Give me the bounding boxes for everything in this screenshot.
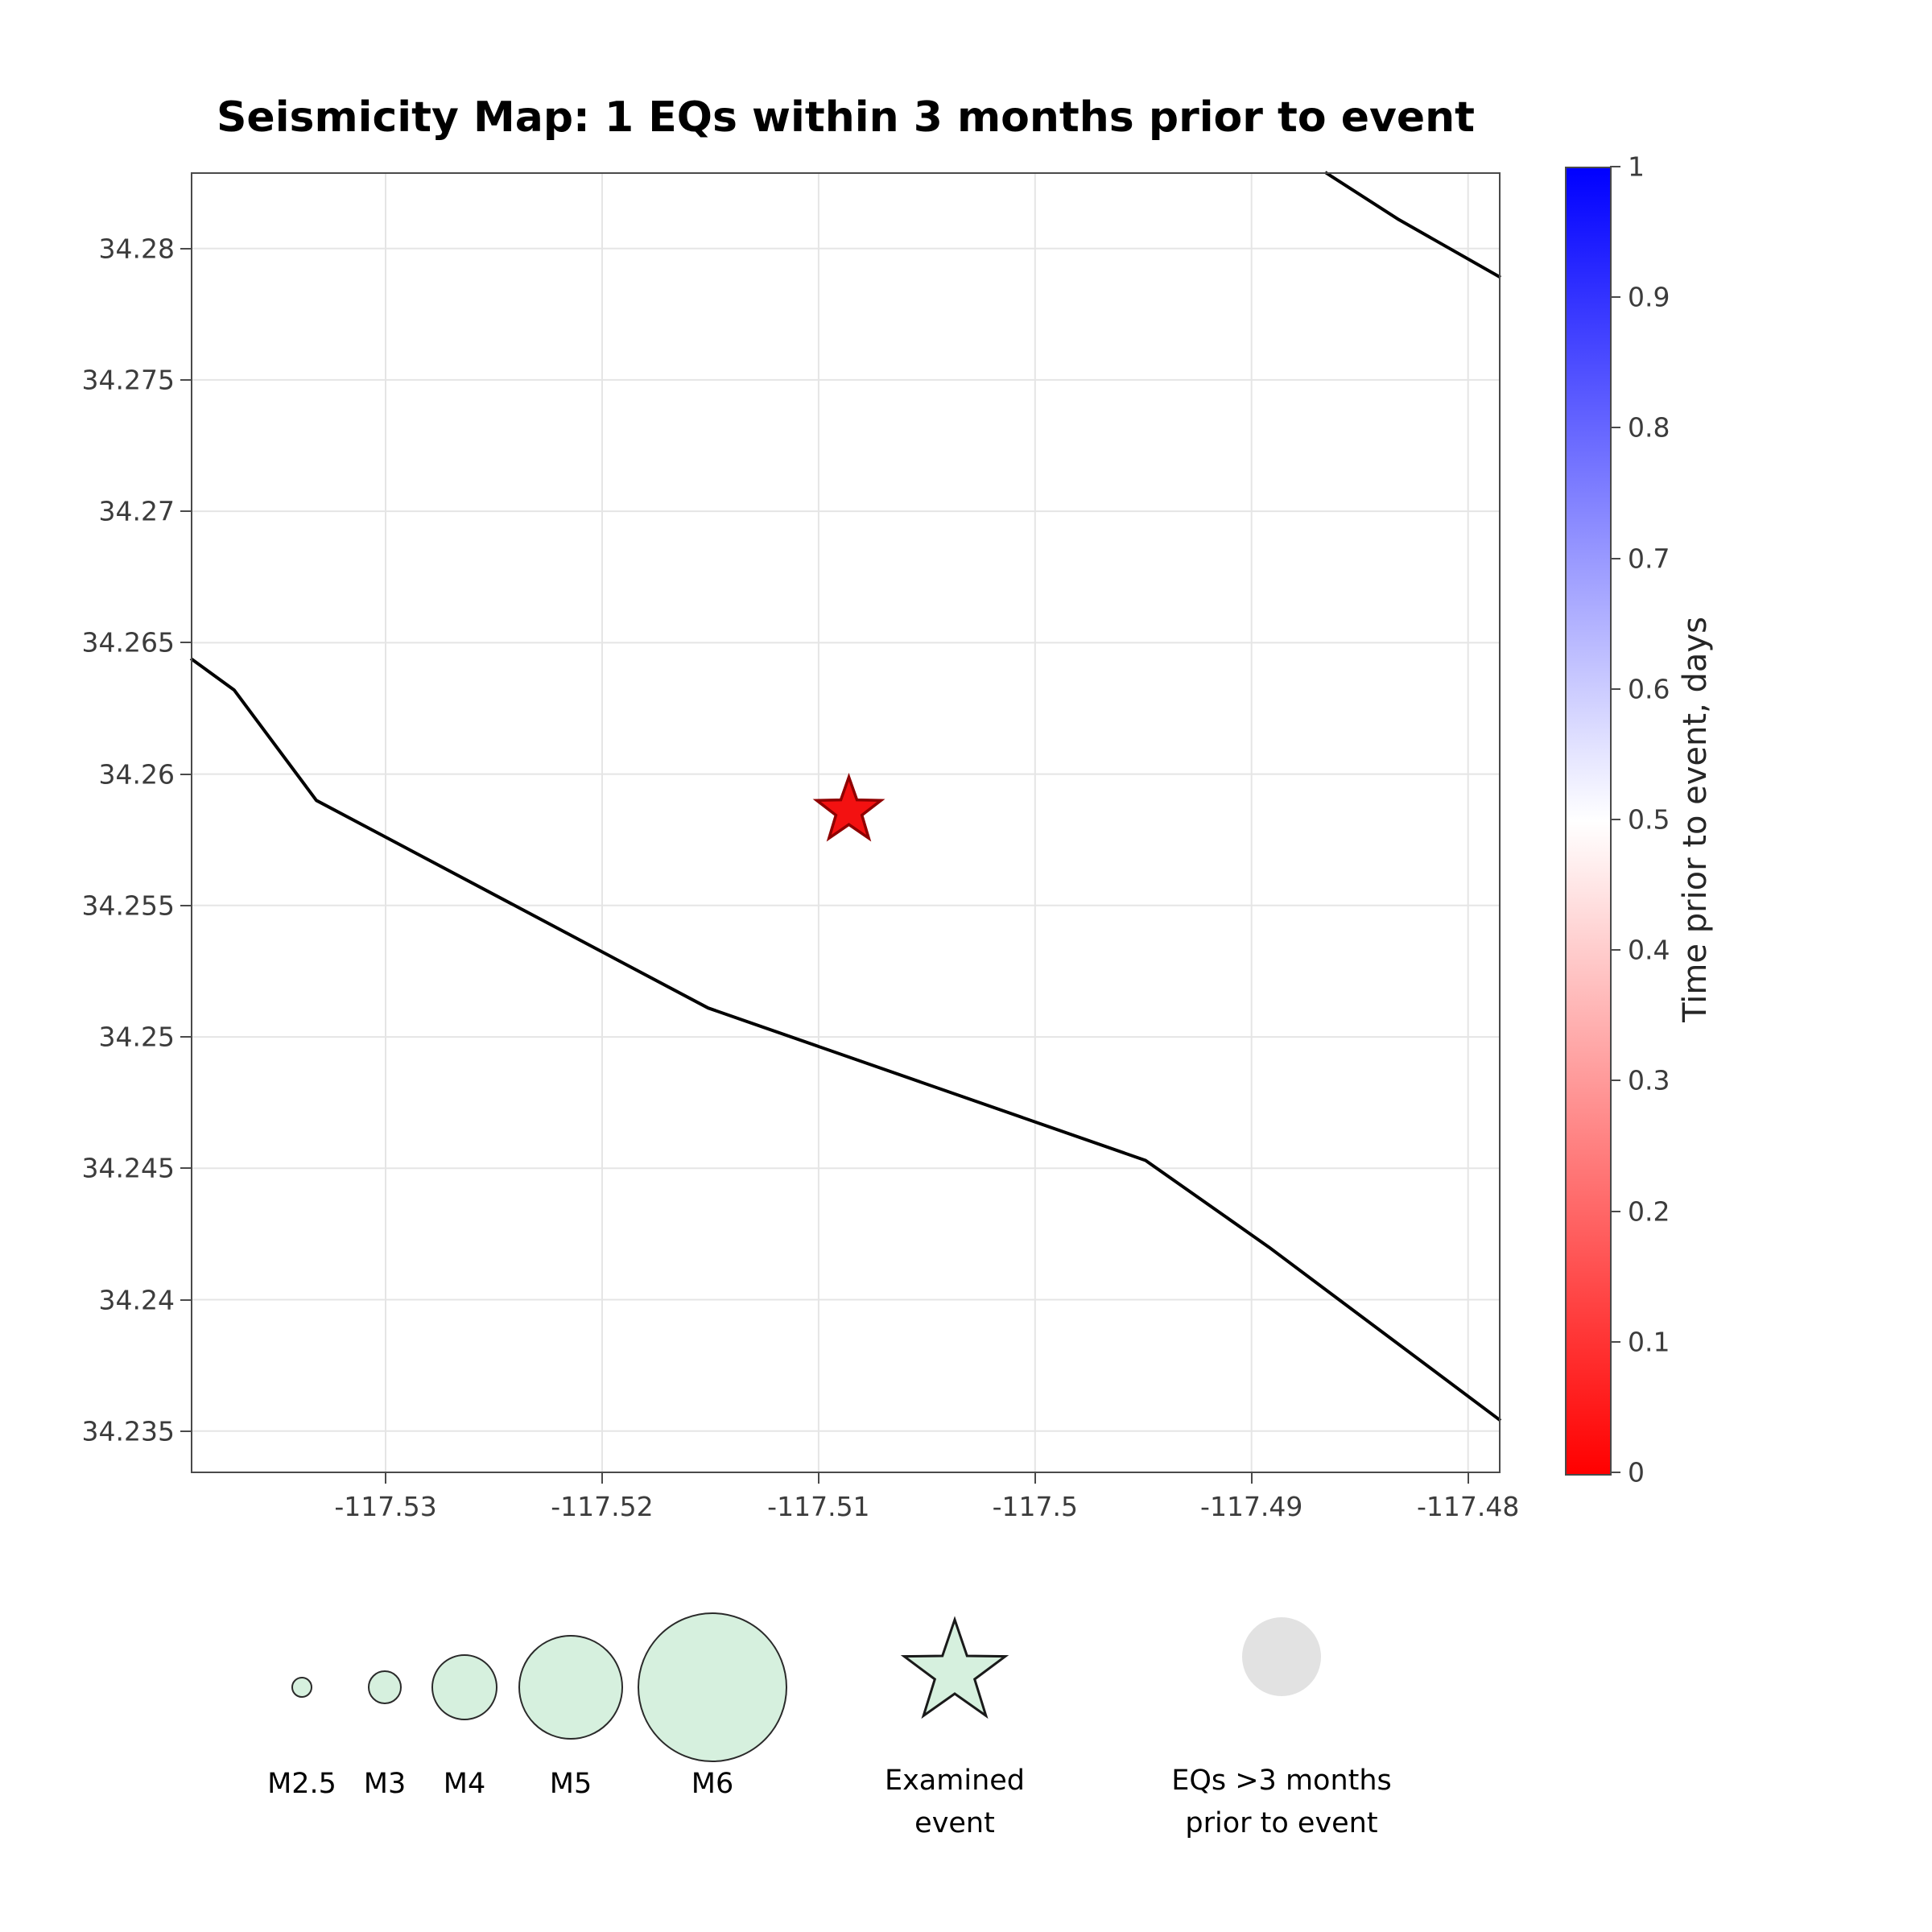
colorbar-tick-label: 0.2 [1628, 1195, 1670, 1228]
y-tick-mark [180, 773, 191, 775]
y-tick-label: 34.245 [81, 1152, 175, 1184]
colorbar-tick-mark [1610, 949, 1620, 952]
fault-line [1324, 171, 1501, 279]
x-tick-mark [601, 1473, 603, 1484]
y-tick-label: 34.27 [98, 495, 175, 527]
colorbar-tick-label: 0.6 [1628, 673, 1670, 705]
y-tick-mark [180, 1430, 191, 1432]
y-tick-mark [180, 378, 191, 381]
y-tick-mark [180, 642, 191, 644]
seismicity-map-plot [189, 171, 1502, 1473]
y-tick-label: 34.25 [98, 1021, 175, 1053]
colorbar-tick-mark [1610, 166, 1620, 167]
colorbar-tick-label: 0.4 [1628, 934, 1670, 966]
colorbar-tick-label: 0.9 [1628, 281, 1670, 313]
old-eqs-label-line2: prior to event [1185, 1806, 1378, 1839]
y-tick-label: 34.28 [98, 233, 175, 265]
x-tick-label: -117.49 [1200, 1491, 1303, 1522]
y-tick-mark [180, 247, 191, 250]
magnitude-label: M5 [549, 1768, 592, 1800]
colorbar-tick-mark [1610, 687, 1620, 690]
y-tick-label: 34.275 [81, 364, 175, 396]
colorbar-tick-label: 0.7 [1628, 543, 1670, 575]
x-tick-mark [817, 1473, 819, 1484]
examined-event-legend-marker [900, 1616, 1009, 1719]
magnitude-marker-m6 [638, 1612, 787, 1762]
x-tick-label: -117.5 [992, 1491, 1078, 1522]
y-tick-mark [180, 1167, 191, 1170]
examined-event-marker [812, 773, 886, 842]
y-tick-label: 34.255 [81, 890, 175, 922]
magnitude-label: M4 [443, 1768, 486, 1800]
y-tick-label: 34.265 [81, 626, 175, 658]
magnitude-label: M2.5 [267, 1768, 336, 1800]
y-tick-mark [180, 1298, 191, 1301]
colorbar-tick-label: 0.3 [1628, 1064, 1670, 1096]
chart-title: Seismicity Map: 1 EQs within 3 months pr… [216, 93, 1476, 142]
legend-markers [291, 1612, 1321, 1762]
colorbar-tick-mark [1610, 557, 1620, 559]
fault-line [189, 657, 1502, 1422]
colorbar-tick-mark [1610, 427, 1620, 429]
examined-event-label-line2: event [914, 1806, 995, 1839]
magnitude-marker-m5 [518, 1635, 623, 1740]
magnitude-marker-m3 [368, 1670, 402, 1704]
y-tick-label: 34.235 [81, 1415, 175, 1447]
magnitude-label: M6 [691, 1768, 734, 1800]
x-tick-mark [1250, 1473, 1253, 1484]
colorbar-axis-label: Time prior to event, days [1677, 617, 1714, 1022]
old-eqs-label: EQs >3 months prior to event [1171, 1760, 1392, 1844]
colorbar-tick-mark [1610, 1080, 1620, 1082]
x-tick-mark [1034, 1473, 1036, 1484]
magnitude-marker-m4 [431, 1654, 497, 1720]
colorbar-tick-label: 0.5 [1628, 803, 1670, 836]
old-eqs-legend-marker [1242, 1617, 1321, 1696]
y-tick-label: 34.26 [98, 758, 175, 791]
x-tick-mark [1467, 1473, 1469, 1484]
colorbar-tick-mark [1610, 1210, 1620, 1212]
magnitude-marker-m2.5 [291, 1677, 312, 1698]
magnitude-label: M3 [363, 1768, 407, 1800]
colorbar-tick-label: 0 [1628, 1456, 1645, 1488]
examined-event-label: Examined event [885, 1760, 1025, 1844]
x-tick-mark [385, 1473, 387, 1484]
y-tick-label: 34.24 [98, 1284, 175, 1316]
y-tick-mark [180, 510, 191, 513]
colorbar-tick-mark [1610, 296, 1620, 299]
y-tick-mark [180, 1036, 191, 1038]
old-eqs-label-line1: EQs >3 months [1171, 1765, 1392, 1797]
colorbar-tick-label: 0.8 [1628, 411, 1670, 444]
colorbar-tick-label: 1 [1628, 151, 1645, 183]
axes-box [191, 172, 1501, 1473]
colorbar-gradient [1565, 167, 1612, 1476]
examined-event-label-line1: Examined [884, 1765, 1026, 1797]
colorbar-tick-mark [1610, 1472, 1620, 1473]
x-tick-label: -117.51 [767, 1491, 870, 1522]
colorbar-tick-mark [1610, 819, 1620, 820]
x-tick-label: -117.53 [334, 1491, 437, 1522]
y-tick-mark [180, 904, 191, 906]
colorbar-tick-mark [1610, 1340, 1620, 1343]
x-tick-label: -117.48 [1416, 1491, 1520, 1522]
colorbar-tick-label: 0.1 [1628, 1326, 1670, 1358]
x-tick-label: -117.52 [551, 1491, 654, 1522]
